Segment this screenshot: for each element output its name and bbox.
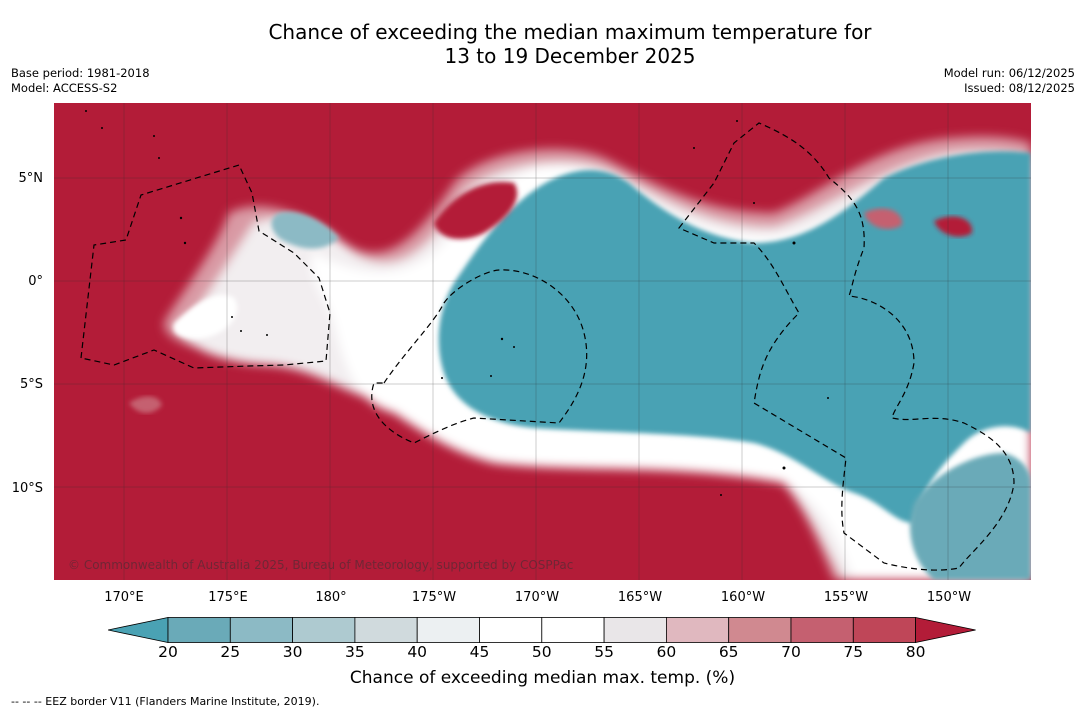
colorbar-segment-55-60 <box>603 617 667 643</box>
title-line-1: Chance of exceeding the median maximum t… <box>268 20 872 44</box>
lat-label-10s: 10°S <box>11 481 43 496</box>
colorbar-segment-45-50 <box>479 617 543 643</box>
lon-label-170w: 170°W <box>514 590 560 605</box>
copyright-notice: © Commonwealth of Australia 2025, Bureau… <box>68 558 574 572</box>
colorbar-tick-80: 80 <box>905 643 926 661</box>
colorbar-extend-low <box>108 617 169 643</box>
issued-date: Issued: 08/12/2025 <box>964 80 1075 95</box>
white-patch-west <box>173 294 238 339</box>
meta-right: Model run: 06/12/2025 Issued: 08/12/2025 <box>944 66 1075 95</box>
colorbar-segment-30-35 <box>292 617 356 643</box>
colorbar <box>108 617 976 643</box>
title-line-2: 13 to 19 December 2025 <box>444 44 696 68</box>
red-patch-west <box>129 396 162 413</box>
red-pocket-north <box>434 182 518 239</box>
low-probability-region-3 <box>271 211 339 249</box>
lon-label-165w: 165°W <box>617 590 663 605</box>
colorbar-segment-75-80 <box>852 617 916 643</box>
colorbar-segment-25-30 <box>229 617 294 643</box>
low-probability-region-2 <box>910 453 1031 580</box>
lon-label-170e: 170°E <box>104 590 144 605</box>
colorbar-segment-35-40 <box>354 617 418 643</box>
lat-label-5s: 5°S <box>19 377 43 392</box>
colorbar-tick-20: 20 <box>158 643 178 661</box>
colorbar-extend-high <box>915 617 976 643</box>
lon-label-155w: 155°W <box>823 590 869 605</box>
colorbar-segment-70-75 <box>790 617 854 643</box>
map-canvas <box>54 103 1031 580</box>
forecast-map <box>54 103 1031 580</box>
lon-label-180: 180° <box>315 590 347 605</box>
colorbar-segment-20-25 <box>167 617 231 643</box>
model-run: Model run: 06/12/2025 <box>943 66 1075 80</box>
colorbar-tick-70: 70 <box>781 643 801 661</box>
model-name: Model: ACCESS-S2 <box>11 80 118 95</box>
lon-label-175e: 175°E <box>208 590 248 605</box>
base-period: Base period: 1981-2018 <box>11 66 150 80</box>
colorbar-tick-50: 50 <box>531 643 552 661</box>
colorbar-label: Chance of exceeding median max. temp. (%… <box>349 668 736 688</box>
colorbar-tick-40: 40 <box>407 643 428 661</box>
colorbar-tick-55: 55 <box>594 643 614 661</box>
lon-label-160w: 160°W <box>720 590 766 605</box>
colorbar-segment-40-45 <box>416 617 480 643</box>
colorbar-tick-35: 35 <box>345 643 365 661</box>
lon-label-175w: 175°W <box>411 590 457 605</box>
colorbar-segment-50-55 <box>541 617 605 643</box>
colorbar-tick-30: 30 <box>282 643 303 661</box>
meta-left: Base period: 1981-2018 Model: ACCESS-S2 <box>11 66 150 95</box>
eez-legend: -- -- -- EEZ border V11 (Flanders Marine… <box>11 695 320 708</box>
colorbar-tick-65: 65 <box>718 643 739 661</box>
colorbar-tick-25: 25 <box>220 643 241 661</box>
eez-borders <box>80 122 1015 571</box>
islands <box>85 110 829 496</box>
colorbar-segment-60-65 <box>666 617 730 643</box>
colorbar-tick-60: 60 <box>656 643 677 661</box>
low-probability-region <box>438 151 1031 523</box>
colorbar-tick-75: 75 <box>843 643 864 661</box>
red-pocket-east-2 <box>934 216 973 237</box>
map-title: Chance of exceeding the median maximum t… <box>0 20 1085 68</box>
lat-label-5n: 5°N <box>18 171 44 186</box>
red-pocket-east <box>864 208 903 229</box>
lat-label-0: 0° <box>28 274 43 289</box>
lon-label-150w: 150°W <box>926 590 972 605</box>
colorbar-segment-65-70 <box>728 617 792 643</box>
colorbar-tick-45: 45 <box>469 643 490 661</box>
colorbar-segments <box>108 617 976 643</box>
